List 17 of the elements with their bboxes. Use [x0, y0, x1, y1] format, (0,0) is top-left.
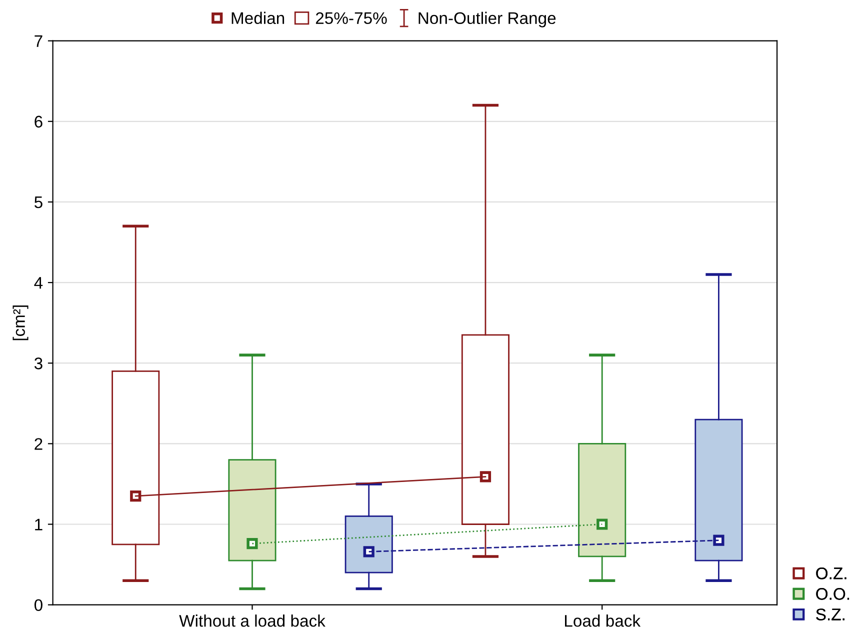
y-tick-label: 4	[34, 277, 43, 289]
text: 25%-75%	[316, 12, 387, 24]
y-tick-label: 3	[34, 358, 42, 370]
y-tick-label: 2	[34, 438, 42, 450]
y-tick-label: 1	[35, 518, 42, 530]
y-tick-label: 0	[34, 599, 42, 612]
y-tick-label: 5	[34, 196, 42, 208]
y-axis-title: [cm²]	[12, 306, 28, 340]
x-tick-label: Load back	[565, 614, 641, 627]
legend-label: O.Z.	[816, 567, 846, 580]
text: Median	[232, 12, 284, 24]
legend-label: S.Z.	[816, 608, 844, 620]
text: Non-Outlier Range	[418, 12, 556, 28]
x-tick-label: Without a load back	[179, 614, 326, 627]
legend-label: O.O.	[816, 588, 850, 600]
y-tick-label: 6	[34, 116, 42, 128]
y-tick-label: 7	[34, 35, 42, 47]
